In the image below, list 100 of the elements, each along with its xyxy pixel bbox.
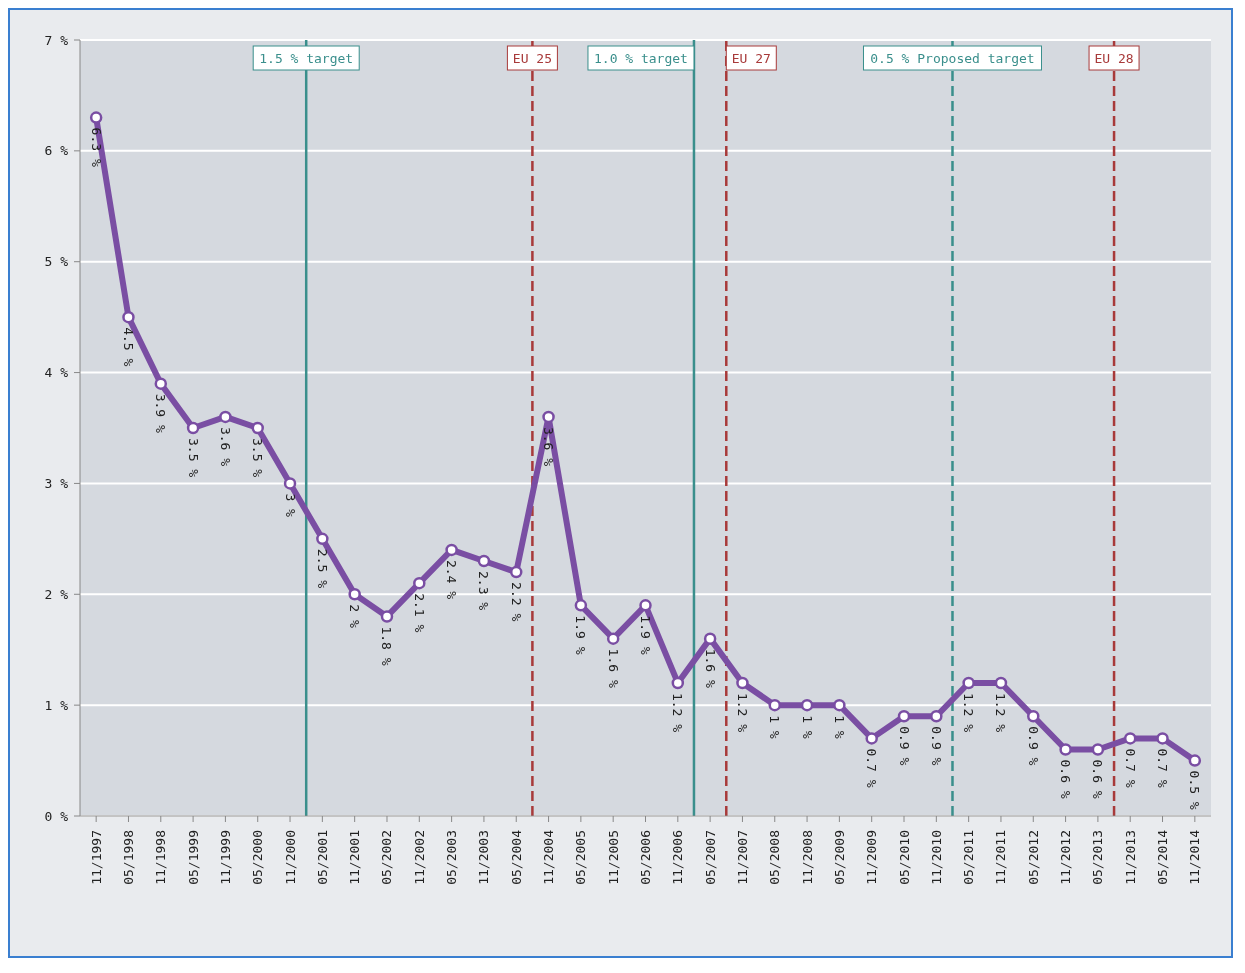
data-label: 0.6 % [1090, 759, 1106, 799]
x-tick-label: 05/2005 [573, 830, 589, 885]
x-tick-label: 05/2002 [379, 830, 395, 885]
x-tick-label: 11/2004 [541, 829, 557, 885]
x-tick-label: 11/2002 [411, 830, 427, 885]
data-label: 4.5 % [120, 327, 136, 367]
data-label: 2.3 % [476, 571, 492, 611]
point [380, 610, 394, 623]
ref-line-label: EU 28 [1094, 50, 1134, 66]
point [994, 676, 1008, 690]
y-tick-label: 4 % [44, 365, 69, 381]
point [671, 676, 685, 690]
point [186, 421, 200, 435]
point [348, 588, 361, 601]
y-tick-label: 6 % [44, 143, 69, 159]
point [930, 709, 943, 723]
point [703, 632, 717, 645]
point [1156, 732, 1169, 745]
data-label: 0.7 % [1122, 748, 1138, 788]
x-tick-label: 05/2009 [831, 830, 847, 885]
data-label: 1.2 % [961, 692, 977, 733]
x-tick-label: 11/2010 [928, 830, 944, 885]
point [122, 310, 135, 324]
point [542, 410, 555, 424]
x-tick-label: 11/2012 [1058, 830, 1074, 885]
data-label: 1.8 % [379, 626, 395, 666]
data-label: 3.6 % [217, 426, 233, 467]
ref-line-label: 1.5 % target [259, 50, 354, 66]
y-tick-label: 1 % [44, 697, 69, 713]
point [574, 599, 588, 612]
data-label: 3.5 % [185, 438, 201, 478]
x-tick-label: 11/2001 [347, 830, 363, 885]
x-tick-label: 05/2000 [250, 830, 266, 885]
point [1188, 754, 1202, 767]
data-label: 1.9 % [638, 615, 653, 655]
ref-line-label: EU 25 [512, 50, 552, 66]
x-tick-label: 05/2011 [961, 830, 977, 885]
point [283, 477, 297, 490]
x-tick-label: 11/1997 [88, 830, 104, 885]
y-tick-label: 2 % [44, 586, 69, 602]
point [477, 554, 491, 568]
data-label: 0.6 % [1058, 759, 1074, 799]
point [962, 676, 975, 690]
data-label: 2.4 % [444, 559, 460, 600]
data-label: 2 % [347, 604, 363, 628]
point [1027, 709, 1040, 723]
data-label: 1 % [767, 715, 783, 739]
x-tick-label: 05/2008 [767, 830, 783, 885]
point [509, 565, 523, 579]
y-tick-label: 0 % [44, 808, 69, 824]
ref-line-label: EU 27 [731, 50, 771, 66]
point [316, 532, 329, 546]
x-tick-label: 11/1998 [153, 830, 169, 885]
x-tick-label: 05/2001 [314, 830, 330, 885]
x-tick-label: 05/2010 [896, 830, 912, 885]
point [639, 599, 652, 612]
y-tick-label: 7 % [44, 32, 69, 48]
data-label: 2.1 % [411, 593, 427, 633]
x-tick-label: 11/2011 [993, 830, 1009, 885]
x-tick-label: 11/2013 [1122, 830, 1138, 885]
x-tick-label: 11/2005 [605, 830, 621, 885]
data-label: 1.6 % [702, 648, 718, 688]
point [251, 421, 264, 435]
data-label: 2.5 % [314, 548, 330, 589]
data-label: 3.5 % [250, 438, 266, 478]
data-label: 0.5 % [1187, 770, 1203, 810]
point [219, 410, 232, 424]
point [800, 698, 814, 712]
data-label: 0.7 % [1155, 748, 1171, 788]
data-label: 0.7 % [864, 748, 880, 788]
data-label: 3.9 % [153, 393, 169, 433]
point [833, 698, 846, 712]
data-label: 2.2 % [508, 582, 524, 622]
x-tick-label: 11/2007 [734, 830, 750, 885]
point [1123, 732, 1137, 745]
point [768, 698, 782, 712]
point [606, 632, 620, 645]
point [445, 543, 458, 557]
data-label: 1.6 % [605, 648, 621, 688]
point [865, 732, 878, 745]
x-tick-label: 11/2008 [799, 830, 815, 885]
x-tick-label: 11/2014 [1187, 829, 1203, 885]
y-tick-label: 3 % [44, 475, 69, 491]
point [1059, 743, 1072, 756]
data-label: 6.3 % [88, 127, 104, 167]
x-tick-label: 05/1999 [185, 830, 201, 885]
ref-line-label: 1.0 % target [594, 50, 688, 66]
x-tick-label: 11/1999 [217, 830, 233, 885]
data-label: 1.2 % [734, 692, 750, 733]
point [1091, 743, 1105, 756]
x-tick-label: 05/2007 [702, 830, 718, 885]
ref-line-label: 0.5 % Proposed target [870, 50, 1035, 66]
data-label: 0.9 % [928, 726, 944, 766]
data-label: 3 % [282, 493, 298, 518]
data-label: 1 % [799, 715, 815, 739]
point [897, 709, 911, 723]
point [89, 111, 103, 124]
x-tick-label: 11/2000 [282, 830, 298, 885]
x-tick-label: 11/2003 [476, 830, 492, 885]
data-label: 1.9 % [573, 615, 589, 655]
